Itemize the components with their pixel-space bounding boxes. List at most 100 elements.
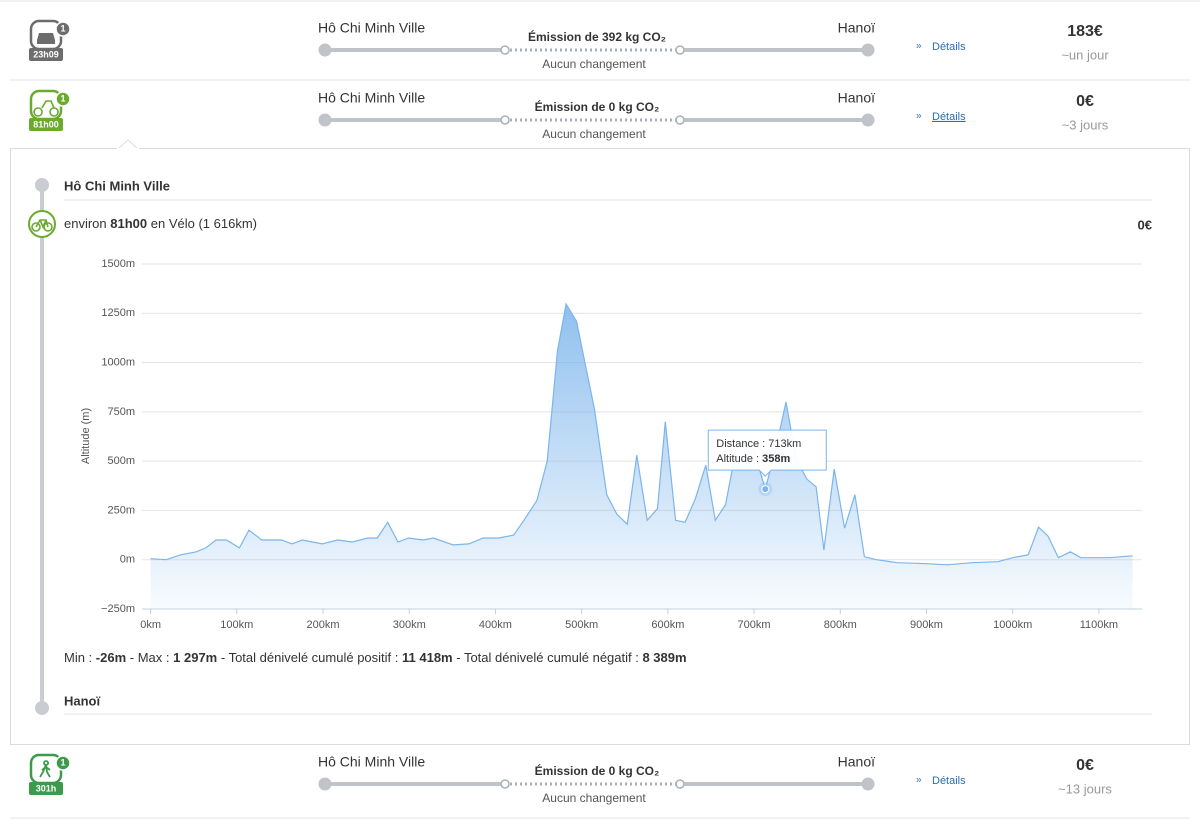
details-link[interactable]: Détails [932,111,966,123]
count-badge-text: 1 [60,757,65,767]
stats: Min : -26m - Max : 1 297m - Total dénive… [64,650,687,665]
notch-cover [117,148,139,150]
stat-value: 1 297m [173,650,217,665]
x-tick-label: 1000km [993,619,1032,631]
tooltip-box [707,429,827,477]
tooltip-label: Distance : [716,438,765,450]
leg-price: 0€ [1138,217,1152,232]
stop-dot [318,113,332,127]
stop-dot [318,43,332,57]
details-chevron: » [916,111,922,122]
car-glyph [37,33,55,44]
x-tick-label: 700km [738,619,771,631]
y-tick-label: 1250m [101,307,135,319]
duration-badge [29,48,63,61]
stop-ring [675,779,685,789]
count-badge [55,755,71,771]
timeline-end [35,701,49,715]
stat-value: -26m [96,650,126,665]
duration-badge-text: 301h [36,783,57,793]
leg-info: environ 81h00 en Vélo (1 616km) [64,216,257,231]
x-tick-label: 100km [220,619,253,631]
price: 0€ [1076,93,1094,110]
duration-badge [29,118,63,131]
line [150,302,1133,566]
y-axis-title: Altitude (m) [80,408,92,464]
stat-value: 8 389m [642,650,686,665]
emission: Émission de 0 kg CO₂ [535,763,660,778]
x-tick-label: 500km [565,619,598,631]
x-tick-label: 0km [140,619,161,631]
y-tick-label: 1500m [101,258,135,270]
count-badge [55,21,71,37]
route-row[interactable]: 301h 1 Hô Chi Minh Ville Hanoï Émission de 0… [29,754,1112,805]
leg-prefix: environ [64,216,107,231]
tooltip-distance: Distance : 713km [716,438,801,450]
stat-label: - Total dénivelé cumulé positif : [221,650,399,665]
stop-dot [861,777,875,791]
leg-suffix: en Vélo (1 616km) [151,216,257,231]
duration-badge-text: 23h09 [33,49,59,59]
x-tick-label: 1100km [1080,619,1118,631]
x-tick-label: 300km [393,619,426,631]
panel-notch [116,139,140,150]
stop-ring [500,45,510,55]
stat-label: - Max : [130,650,170,665]
x-tick-label: 900km [910,619,943,631]
count-badge-text: 1 [60,23,65,33]
emission: Émission de 392 kg CO₂ [528,29,666,44]
emission: Émission de 0 kg CO₂ [535,99,660,114]
to: Hanoï [838,20,875,36]
area [150,304,1133,609]
detail-panel: Hô Chi Minh Ville environ 81h00 en Vélo … [10,139,1190,745]
y-tick-label: 0m [120,554,135,566]
bike-glyph [33,100,59,117]
to: Hanoï [838,754,875,770]
highlight-point [761,485,770,494]
tooltip-label: Altitude : [716,453,759,465]
x-tick-label: 800km [824,619,857,631]
duration-badge-text: 81h00 [33,119,59,129]
x-tick-label: 600km [651,619,684,631]
changes: Aucun changement [542,791,646,805]
y-tick-label: 750m [107,406,135,418]
changes: Aucun changement [542,127,646,141]
y-tick-label: −250m [101,603,135,615]
to: Hanoï [838,90,875,106]
details-chevron: » [916,41,922,52]
stop-ring [675,45,685,55]
y-tick-label: 250m [107,504,135,516]
details-link[interactable]: Détails [932,775,966,787]
duration-badge [29,782,63,795]
bike-glyph [31,219,53,232]
leg-time: 81h00 [110,216,147,231]
stop-dot [861,43,875,57]
route-row[interactable]: 23h09 1 Hô Chi Minh Ville Hanoï Émission de … [29,20,1109,71]
elevation-chart: −250m 0m 250m 500m 750m 1000m 1250m 1500m 0km 100… [80,258,1142,631]
tooltip: Distance : 713km Altitude : 358m [707,429,827,477]
stop-ring [675,115,685,125]
price: 0€ [1076,757,1094,774]
walk-glyph [39,760,51,778]
route-row[interactable]: 81h00 1 Hô Chi Minh Ville Hanoï Émission de … [29,90,1109,141]
duration: ~un jour [1061,47,1109,62]
count-badge-text: 1 [60,93,65,103]
tooltip-value: 358m [762,453,790,465]
count-badge [55,91,71,107]
y-tick-label: 500m [107,455,135,467]
details-chevron: » [916,775,922,786]
stat-label: Min : [64,650,92,665]
end-stop: Hanoï [64,693,101,708]
y-tick-label: 1000m [101,356,135,368]
tooltip-value: 713km [768,438,801,450]
x-tick-label: 400km [479,619,512,631]
stop-ring [500,779,510,789]
from: Hô Chi Minh Ville [318,90,425,106]
route-list: 23h09 1 Hô Chi Minh Ville Hanoï Émission de … [29,20,1112,805]
x-tick-label: 200km [307,619,340,631]
stop-dot [318,777,332,791]
details-link[interactable]: Détails [932,41,966,53]
duration: ~3 jours [1062,117,1109,132]
